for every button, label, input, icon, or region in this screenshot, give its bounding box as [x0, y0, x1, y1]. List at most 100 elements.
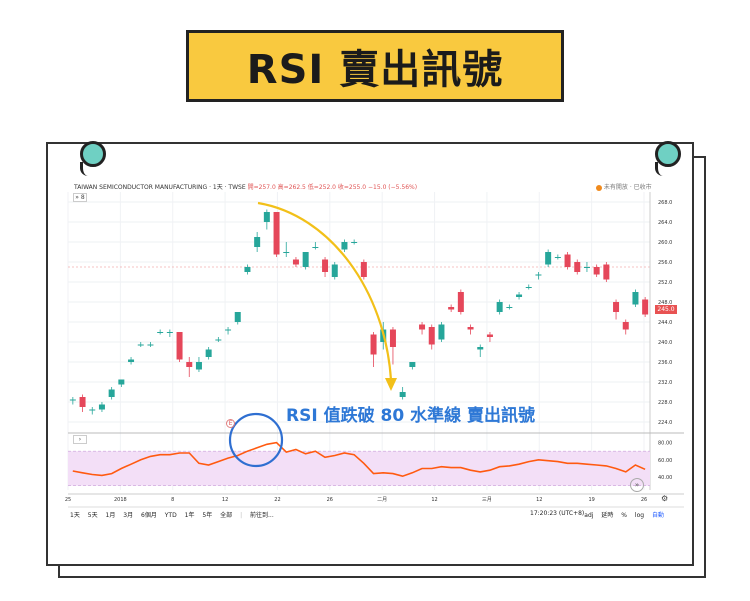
price-tick-label: 260.0: [658, 240, 672, 246]
rsi-band: [68, 451, 650, 486]
candle-body: [225, 329, 232, 331]
settings-icon[interactable]: ⚙: [661, 494, 669, 503]
candle-body: [69, 399, 76, 401]
rsi-tick-label: 40.00: [658, 475, 672, 481]
candle-body: [448, 307, 455, 310]
candle-body: [593, 267, 600, 275]
candle-body: [467, 327, 474, 330]
ohlc-label: 開=257.0 高=262.5 低=252.0 收=255.0 −15.0 (−…: [247, 184, 418, 191]
price-tick-label: 264.0: [658, 220, 672, 226]
banner-title: RSI 賣出訊號: [246, 47, 504, 93]
candle-body: [137, 344, 144, 346]
rsi-tick-label: 80.00: [658, 441, 672, 447]
x-tick-label: 12: [431, 497, 437, 503]
candle-body: [409, 362, 416, 367]
range-6m[interactable]: 6個月: [141, 512, 157, 519]
candle-body: [428, 327, 435, 345]
candle-body: [535, 274, 542, 276]
candle-body: [564, 254, 571, 267]
x-tick-label: 19: [588, 497, 594, 503]
candle-body: [477, 347, 484, 350]
scroll-right-icon[interactable]: »: [630, 478, 644, 492]
candle-body: [574, 262, 581, 272]
candle-body: [205, 349, 212, 357]
range-all[interactable]: 全部: [220, 512, 233, 519]
left-pin-icon: [80, 141, 106, 176]
ext-toggle[interactable]: 延時: [601, 512, 614, 519]
toolbar-divider: |: [240, 512, 243, 519]
bottom-toolbar: 1天 5天 1月 3月 6個月 YTD 1年 5年 全部 | 前往到... 17…: [70, 510, 680, 524]
percent-toggle[interactable]: %: [621, 512, 627, 519]
range-ytd[interactable]: YTD: [164, 512, 177, 519]
sell-arrow-head: [385, 378, 397, 391]
x-tick-label: 12: [222, 497, 228, 503]
candle-body: [341, 242, 348, 250]
x-tick-label: 26: [327, 497, 333, 503]
goto-date-button[interactable]: 前往到...: [250, 512, 274, 519]
range-1d[interactable]: 1天: [70, 512, 80, 519]
clock-label: 17:20:23 (UTC+8): [530, 510, 585, 517]
adj-toggle[interactable]: adj: [584, 512, 594, 519]
range-5y[interactable]: 5年: [202, 512, 213, 519]
candle-body: [545, 252, 552, 265]
candle-body: [506, 307, 513, 308]
x-tick-label: 8: [171, 497, 174, 503]
earnings-icon[interactable]: E: [226, 419, 235, 428]
sell-arrow-curve: [257, 201, 393, 381]
candle-body: [583, 267, 590, 268]
candle-body: [244, 267, 251, 272]
candle-body: [486, 334, 493, 337]
candle-body: [457, 292, 464, 312]
candle-body: [399, 392, 406, 397]
x-tick-label: 25: [65, 497, 71, 503]
candle-body: [622, 322, 629, 330]
candle-body: [254, 237, 261, 247]
candle-body: [632, 292, 639, 305]
candle-body: [128, 359, 135, 362]
price-tick-label: 252.0: [658, 280, 672, 286]
log-toggle[interactable]: log: [634, 512, 645, 519]
candle-body: [195, 362, 202, 370]
candle-body: [554, 257, 561, 258]
candle-body: [215, 339, 222, 341]
chart-header: TAIWAN SEMICONDUCTOR MANUFACTURING · 1天 …: [74, 182, 417, 191]
rsi-collapse-icon[interactable]: ›: [73, 435, 87, 444]
candle-body: [234, 312, 241, 322]
candle-body: [273, 212, 280, 255]
price-tick-label: 244.0: [658, 320, 672, 326]
annotation-text: RSI 值跌破 80 水準線 賣出訊號: [286, 406, 535, 426]
price-tick-label: 248.0: [658, 300, 672, 306]
x-tick-label: 22: [274, 497, 280, 503]
toolbar-right: adj 延時 % log 自動: [584, 510, 670, 519]
chart-card: [46, 142, 694, 566]
range-5d[interactable]: 5天: [87, 512, 98, 519]
last-price-tag: 245.0: [655, 305, 677, 314]
candle-body: [322, 259, 329, 272]
x-tick-label: 二月: [377, 497, 387, 503]
candle-body: [186, 362, 193, 367]
range-1y[interactable]: 1年: [184, 512, 195, 519]
candle-body: [613, 302, 620, 312]
candle-body: [147, 344, 154, 346]
symbol-label: TAIWAN SEMICONDUCTOR MANUFACTURING · 1天 …: [74, 184, 246, 191]
market-status: 未有開放 · 已收市: [596, 182, 652, 191]
price-tick-label: 268.0: [658, 200, 672, 206]
rsi-tick-label: 60.00: [658, 458, 672, 464]
collapse-legend-button[interactable]: » 8: [73, 193, 87, 202]
range-3m[interactable]: 3月: [123, 512, 134, 519]
candle-body: [263, 212, 270, 222]
right-pin-icon: [655, 141, 681, 176]
auto-toggle[interactable]: 自動: [651, 512, 664, 519]
candle-body: [642, 299, 649, 315]
warning-icon: [596, 184, 602, 191]
market-status-text: 未有開放 · 已收市: [603, 184, 652, 191]
candle-body: [360, 262, 367, 277]
x-tick-label: 三月: [482, 497, 492, 503]
candle-body: [438, 324, 445, 340]
candle-body: [351, 242, 358, 243]
rsi-peak-circle: [228, 412, 284, 468]
candle-body: [157, 332, 164, 333]
candle-body: [292, 259, 299, 265]
range-1m[interactable]: 1月: [105, 512, 116, 519]
